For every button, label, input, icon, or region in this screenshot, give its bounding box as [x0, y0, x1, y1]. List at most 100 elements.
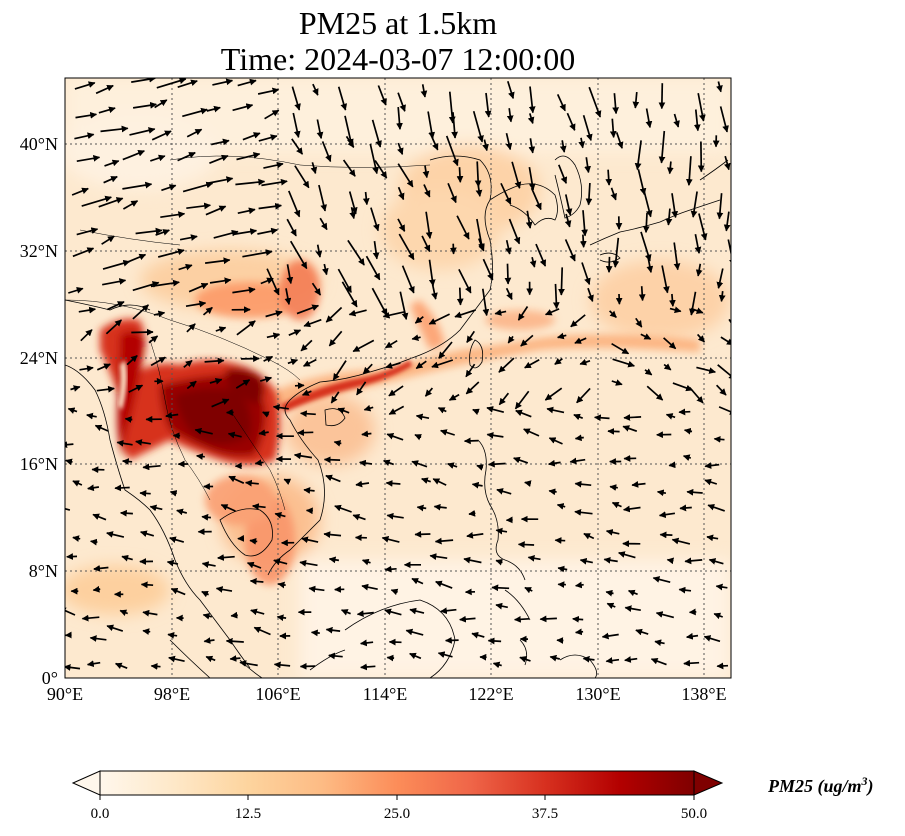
wind-arrow — [72, 480, 83, 487]
lon-axis: 90°E 98°E 106°E 114°E 122°E 130°E 138°E — [47, 684, 727, 704]
wind-arrow — [656, 489, 667, 497]
wind-arrow — [465, 363, 476, 378]
wind-arrow — [245, 479, 259, 487]
wind-arrow — [316, 119, 324, 139]
wind-arrow — [612, 358, 635, 368]
wind-arrow — [96, 385, 115, 393]
wind-arrow — [106, 624, 124, 632]
wind-arrow — [605, 528, 620, 536]
wind-arrow — [142, 609, 158, 617]
wind-arrow — [594, 414, 610, 422]
wind-arrow — [253, 626, 271, 636]
wind-arrow — [71, 187, 89, 196]
wind-arrow — [258, 134, 278, 142]
wind-arrow — [445, 135, 459, 167]
wind-arrow — [573, 413, 584, 421]
lat-tick-label: 40°N — [20, 134, 58, 154]
wind-arrow — [634, 140, 642, 171]
wind-arrow — [575, 581, 584, 589]
wind-arrow — [166, 559, 179, 567]
wind-arrow — [605, 256, 613, 273]
wind-arrow — [265, 310, 283, 318]
wind-arrow — [236, 320, 256, 336]
wind-arrow — [360, 663, 376, 671]
wind-arrow — [635, 317, 643, 328]
wind-arrow — [132, 304, 149, 320]
wind-arrow — [612, 93, 619, 115]
wind-arrow — [102, 278, 127, 286]
wind-arrow — [715, 384, 727, 396]
wind-arrow — [556, 503, 566, 510]
wind-arrow — [409, 607, 425, 615]
wind-arrow — [124, 253, 147, 264]
wind-arrow — [150, 663, 161, 670]
lon-tick-label: 130°E — [575, 684, 620, 704]
wind-arrow — [232, 286, 256, 294]
wind-arrow — [382, 311, 405, 319]
wind-arrow — [155, 229, 170, 236]
wind-arrow — [283, 478, 292, 485]
wind-arrow — [683, 427, 693, 435]
wind-arrow — [511, 161, 522, 189]
wind-arrow — [574, 434, 584, 442]
wind-arrow — [414, 316, 424, 324]
wind-arrow — [579, 358, 591, 366]
wind-arrow — [606, 602, 616, 610]
wind-arrow — [618, 551, 636, 559]
wind-arrow — [242, 132, 261, 141]
wind-arrow — [92, 585, 101, 593]
wind-arrow — [289, 240, 308, 270]
wind-arrow — [185, 300, 207, 308]
wind-arrow — [323, 456, 341, 464]
wind-arrow — [564, 194, 573, 216]
colorbar-min-extend — [71, 770, 101, 796]
wind-arrow — [120, 509, 133, 517]
wind-arrow — [186, 323, 196, 333]
wind-arrow — [669, 306, 682, 314]
wind-arrow — [385, 362, 401, 369]
wind-arrow — [273, 558, 288, 566]
wind-arrow — [411, 334, 421, 342]
wind-arrow — [105, 319, 122, 335]
wind-arrow — [605, 169, 613, 186]
wind-arrow — [188, 282, 209, 293]
wind-arrow — [397, 92, 406, 112]
wind-arrow — [544, 387, 563, 401]
wind-arrow — [330, 391, 340, 404]
wind-arrow — [654, 639, 665, 647]
wind-arrow — [107, 301, 125, 311]
wind-arrow — [482, 139, 489, 152]
wind-arrow — [459, 615, 476, 623]
wind-arrow — [498, 357, 515, 373]
wind-arrow — [694, 234, 702, 254]
wind-arrow — [258, 429, 269, 437]
wind-arrow — [167, 631, 178, 639]
wind-arrow — [239, 660, 258, 667]
wind-arrow — [673, 113, 680, 128]
wind-arrow — [437, 407, 447, 414]
wind-arrow — [363, 404, 374, 412]
wind-arrow — [129, 127, 156, 136]
wind-arrow — [491, 584, 510, 592]
wind-arrow — [78, 306, 96, 314]
wind-arrow — [578, 137, 586, 149]
wind-arrow — [438, 341, 453, 359]
wind-arrow — [482, 258, 494, 281]
wind-arrow — [352, 339, 375, 353]
wind-arrow — [229, 655, 241, 662]
wind-arrow — [524, 359, 540, 369]
wind-arrow — [361, 558, 371, 566]
wind-arrow — [213, 229, 239, 239]
wind-arrow — [646, 257, 654, 273]
wind-arrow — [411, 460, 428, 468]
wind-arrow — [723, 211, 731, 232]
wind-arrow — [206, 105, 221, 113]
wind-arrow — [661, 265, 670, 294]
wind-arrow — [337, 407, 350, 414]
wind-arrow — [103, 175, 118, 184]
map-frame — [64, 77, 732, 679]
wind-arrow — [140, 581, 154, 589]
wind-arrow — [70, 385, 81, 392]
wind-arrow — [149, 504, 163, 512]
wind-arrow — [637, 169, 647, 196]
